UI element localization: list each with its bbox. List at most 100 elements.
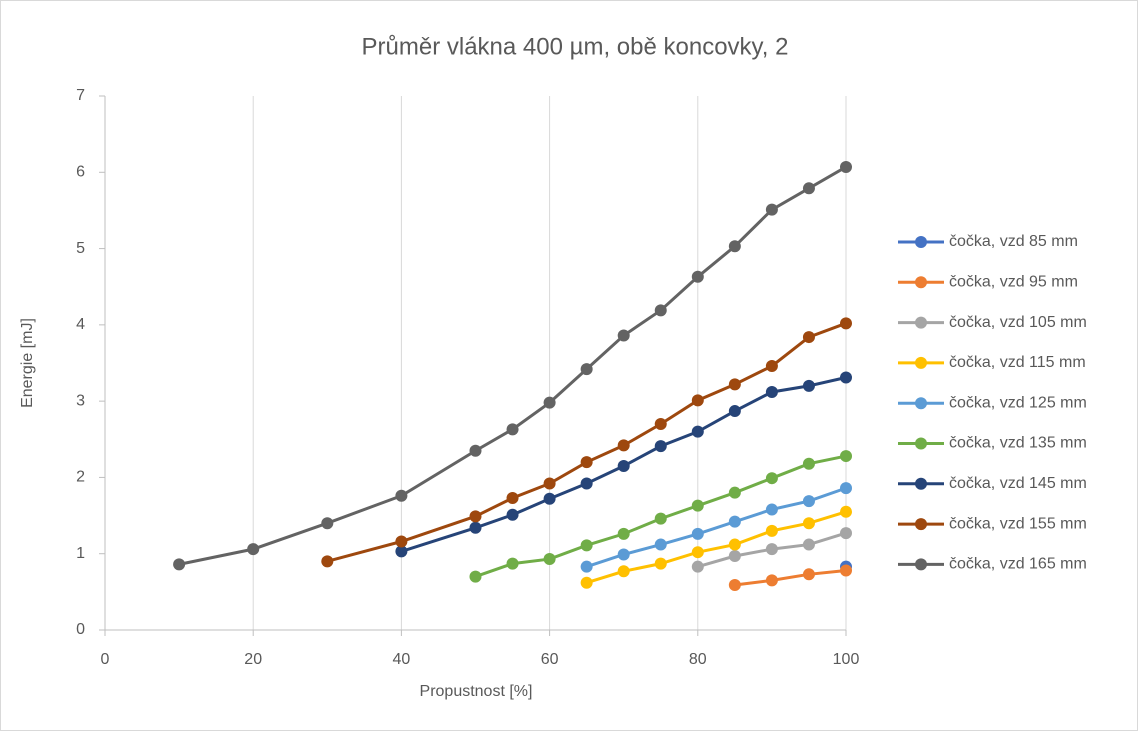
- legend-marker: [915, 316, 927, 329]
- y-tick-label: 7: [76, 87, 85, 104]
- data-point: [321, 517, 334, 530]
- data-point: [506, 557, 519, 570]
- data-point: [691, 560, 704, 573]
- data-point: [691, 499, 704, 512]
- data-point: [580, 477, 593, 490]
- data-point: [765, 385, 778, 398]
- legend-marker: [915, 437, 927, 450]
- data-point: [469, 510, 482, 523]
- data-point: [728, 405, 741, 418]
- y-tick-label: 5: [76, 240, 85, 257]
- data-point: [840, 160, 852, 173]
- data-point: [469, 570, 482, 583]
- data-point: [691, 527, 704, 540]
- data-point: [728, 538, 741, 551]
- data-point: [543, 396, 556, 409]
- data-point: [543, 492, 556, 505]
- x-tick-label: 60: [541, 651, 559, 668]
- data-point: [691, 394, 704, 407]
- data-point: [506, 423, 519, 436]
- data-point: [802, 182, 815, 195]
- data-point: [469, 444, 482, 457]
- data-point: [580, 539, 593, 552]
- data-point: [765, 360, 778, 373]
- legend-label: čočka, vzd 145 mm: [949, 475, 1087, 492]
- data-point: [469, 521, 482, 534]
- data-point: [395, 545, 408, 558]
- data-point: [691, 546, 704, 559]
- legend-label: čočka, vzd 115 mm: [949, 354, 1086, 371]
- legend-label: čočka, vzd 105 mm: [949, 314, 1087, 331]
- data-point: [802, 538, 815, 551]
- data-point: [691, 425, 704, 438]
- data-point: [765, 543, 778, 556]
- data-point: [580, 576, 593, 589]
- data-point: [321, 555, 334, 568]
- data-point: [580, 363, 593, 376]
- legend-marker: [915, 356, 927, 369]
- data-point: [802, 495, 815, 508]
- y-axis-label: Energie [mJ]: [19, 318, 36, 408]
- data-point: [840, 564, 852, 577]
- data-point: [765, 203, 778, 216]
- y-tick-label: 4: [76, 316, 85, 333]
- data-point: [395, 489, 408, 502]
- y-tick-label: 0: [76, 621, 85, 638]
- chart-title: Průměr vlákna 400 µm, obě koncovky, 2: [362, 33, 789, 60]
- data-point: [543, 477, 556, 490]
- data-point: [691, 270, 704, 283]
- data-point: [580, 560, 593, 573]
- data-point: [617, 527, 630, 540]
- x-tick-label: 20: [244, 651, 262, 668]
- x-tick-label: 100: [833, 651, 860, 668]
- legend-marker: [915, 477, 927, 490]
- y-tick-label: 1: [76, 545, 85, 562]
- legend-label: čočka, vzd 125 mm: [949, 394, 1087, 411]
- data-point: [173, 558, 186, 571]
- series-line: [586, 486, 847, 569]
- data-point: [617, 329, 630, 342]
- legend-marker: [915, 397, 927, 410]
- data-point: [765, 524, 778, 537]
- y-tick-label: 2: [76, 469, 85, 486]
- data-point: [840, 450, 852, 463]
- data-point: [802, 517, 815, 530]
- data-point: [728, 515, 741, 528]
- data-point: [395, 535, 408, 548]
- y-tick-label: 3: [76, 392, 85, 409]
- y-tick-label: 6: [76, 164, 85, 181]
- series-line: [586, 510, 847, 585]
- legend-marker: [915, 558, 927, 571]
- data-point: [765, 574, 778, 587]
- data-point: [654, 440, 667, 453]
- data-point: [840, 527, 852, 540]
- data-point: [247, 543, 260, 556]
- legend-label: čočka, vzd 85 mm: [949, 233, 1078, 250]
- x-axis-label: Propustnost [%]: [420, 683, 533, 700]
- data-point: [654, 418, 667, 431]
- legend-label: čočka, vzd 165 mm: [949, 556, 1087, 573]
- data-point: [654, 538, 667, 551]
- data-point: [840, 482, 852, 495]
- data-point: [728, 550, 741, 563]
- data-point: [654, 557, 667, 570]
- legend-label: čočka, vzd 155 mm: [949, 515, 1087, 532]
- data-point: [543, 553, 556, 566]
- data-point: [617, 439, 630, 452]
- data-point: [654, 304, 667, 317]
- legend-marker: [915, 518, 927, 531]
- data-point: [617, 548, 630, 561]
- data-point: [506, 508, 519, 521]
- data-point: [617, 565, 630, 578]
- data-point: [728, 240, 741, 253]
- data-point: [802, 331, 815, 344]
- data-point: [802, 379, 815, 392]
- data-point: [840, 317, 852, 330]
- data-point: [654, 512, 667, 525]
- data-point: [840, 371, 852, 384]
- x-tick-label: 0: [101, 651, 110, 668]
- data-point: [840, 505, 852, 518]
- data-point: [765, 503, 778, 516]
